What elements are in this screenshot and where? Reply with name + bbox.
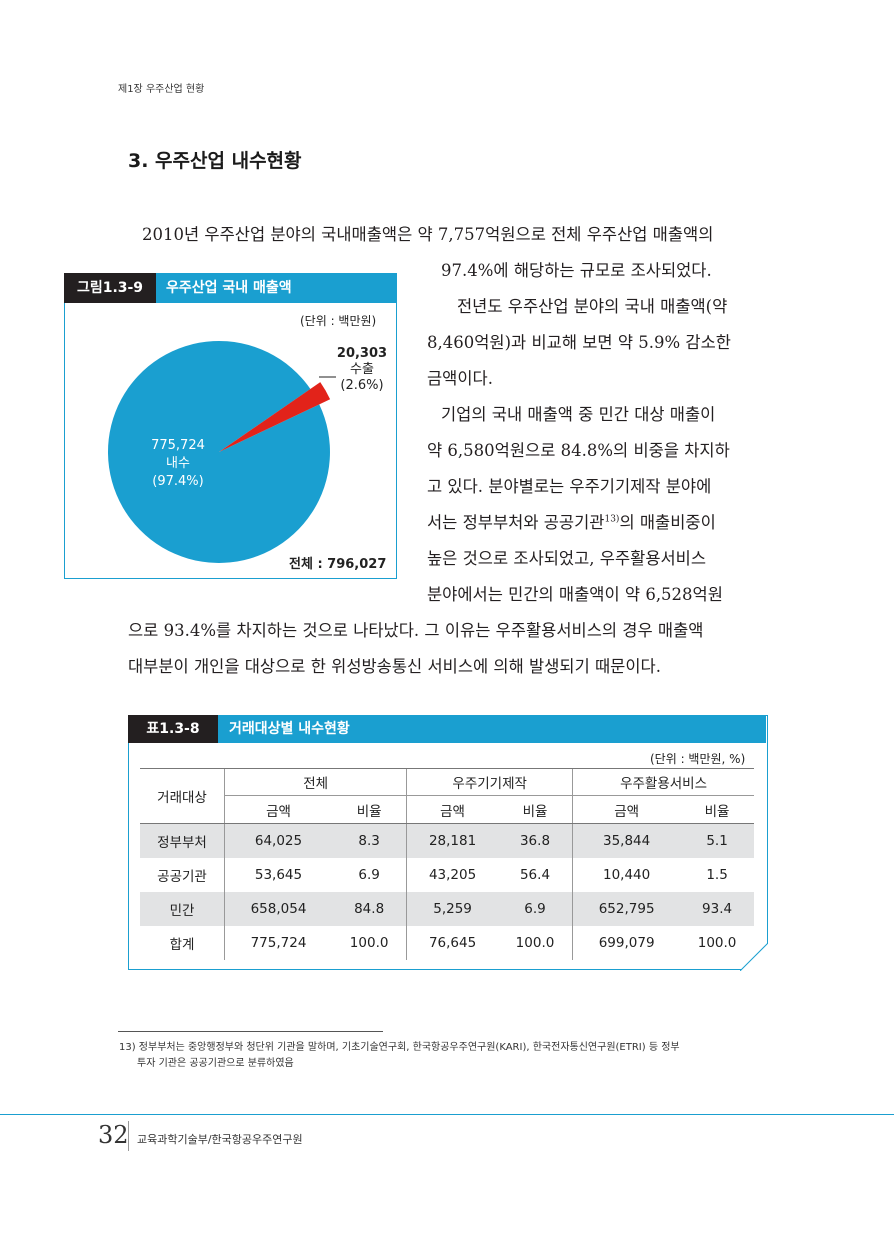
- table-group-header: 우주활용서비스: [572, 768, 754, 796]
- footnote-line: 투자 기관은 공공기관으로 분류하였음: [137, 1058, 294, 1069]
- footnote: 13) 정부부처는 중앙행정부와 청단위 기관을 말하며, 기초기술연구회, 한…: [119, 1040, 680, 1072]
- paragraph-line: 고 있다. 분야별로는 우주기기제작 분야에: [427, 477, 712, 496]
- export-label: 수출: [350, 362, 374, 377]
- table-row-label: 정부부처: [140, 823, 225, 858]
- export-value: 20,303: [336, 346, 388, 361]
- table-cell: 10,440: [572, 858, 681, 892]
- footer-rule: [0, 1114, 894, 1115]
- table-tag: 표1.3-8: [128, 715, 218, 743]
- paragraph-line: 금액이다.: [427, 369, 493, 388]
- paragraph-line: 으로 93.4%를 차지하는 것으로 나타났다. 그 이유는 우주활용서비스의 …: [128, 621, 704, 640]
- paragraph-line: 높은 것으로 조사되었고, 우주활용서비스: [427, 549, 707, 568]
- paragraph-line: 분야에서는 민간의 매출액이 약 6,528억원: [427, 585, 723, 604]
- pie-chart: [107, 340, 336, 563]
- footer-organization: 교육과학기술부/한국항공우주연구원: [137, 1133, 303, 1146]
- figure-unit: (단위 : 백만원): [300, 314, 377, 328]
- pie-slice-export: [219, 382, 331, 452]
- table-cell: 699,079: [572, 926, 681, 960]
- paragraph-line-with-footnote: 서는 정부부처와 공공기관13)의 매출비중이: [427, 505, 716, 541]
- paragraph-line: 약 6,580억원으로 84.8%의 비중을 차지하: [427, 441, 730, 460]
- table-cell: 84.8: [332, 892, 407, 926]
- table-row-label: 공공기관: [157, 869, 207, 885]
- table-cell: 100.0: [697, 935, 737, 951]
- table-sub-header: 비율: [332, 795, 407, 824]
- paragraph-text: 서는 정부부처와 공공기관: [427, 513, 605, 532]
- table-cell: 775,724: [224, 926, 333, 960]
- table-sub-header: 금액: [406, 795, 498, 824]
- table-row-label: 합계: [169, 937, 195, 953]
- table-cell: 100.0: [515, 935, 555, 951]
- domestic-value: 775,724: [151, 438, 205, 453]
- table-cell: 5,259: [406, 892, 498, 926]
- table-cell: 6.9: [358, 867, 380, 883]
- export-percent: (2.6%): [340, 378, 384, 393]
- paragraph-line: 97.4%에 해당하는 규모로 조사되었다.: [441, 261, 712, 280]
- table-cell: 76,645: [406, 926, 498, 960]
- table-cell: 53,645: [224, 858, 333, 892]
- paragraph-line: 전년도 우주산업 분야의 국내 매출액(약: [457, 297, 728, 316]
- table-row-label: 민간: [140, 892, 225, 926]
- table-corner-fold: [740, 943, 768, 971]
- footer-separator: [128, 1121, 129, 1151]
- paragraph-line: 8,460억원)과 비교해 보면 약 5.9% 감소한: [427, 333, 731, 352]
- table-sub-header: 비율: [497, 795, 573, 824]
- table-row: 민간 658,054 84.8 5,259 6.9 652,795 93.4: [140, 892, 754, 926]
- table-cell: 658,054: [224, 892, 333, 926]
- pie-label-export: 20,303 수출 (2.6%): [334, 346, 390, 394]
- section-title: 3. 우주산업 내수현황: [128, 150, 302, 172]
- table-title: 거래대상별 내수현황: [229, 721, 350, 737]
- domestic-label: 내수: [166, 456, 190, 471]
- running-head: 제1장 우주산업 현황: [118, 84, 205, 95]
- table-cell: 1.5: [706, 867, 728, 883]
- table-sub-header: 비율: [680, 795, 754, 824]
- table-cell: 6.9: [497, 892, 573, 926]
- footnote-ref[interactable]: 13): [604, 514, 620, 525]
- domestic-percent: (97.4%): [152, 474, 204, 489]
- table-row-total: 합계 775,724 100.0 76,645 100.0 699,079 10…: [140, 926, 754, 960]
- figure-total: 전체 : 796,027: [289, 557, 387, 572]
- table-cell: 100.0: [349, 935, 389, 951]
- page-number: 32: [98, 1121, 129, 1149]
- figure-tag: 그림1.3-9: [64, 273, 156, 303]
- table-row: 공공기관 53,645 6.9 43,205 56.4 10,440 1.5: [140, 858, 754, 892]
- table-sub-header: 금액: [224, 795, 333, 824]
- table-cell: 43,205: [406, 858, 498, 892]
- table-cell: 93.4: [680, 892, 754, 926]
- figure-title: 우주산업 국내 매출액: [166, 280, 292, 296]
- table-title-bar: [128, 715, 766, 743]
- table-cell: 28,181: [406, 823, 498, 858]
- paragraph-line: 기업의 국내 매출액 중 민간 대상 매출이: [441, 405, 716, 424]
- paragraph-line: 2010년 우주산업 분야의 국내매출액은 약 7,757억원으로 전체 우주산…: [142, 225, 714, 244]
- table-cell: 56.4: [519, 867, 551, 883]
- table-row-header: 거래대상: [140, 768, 225, 824]
- table-cell: 64,025: [224, 823, 333, 858]
- table-group-header: 전체: [223, 768, 407, 796]
- table-cell: 35,844: [572, 823, 681, 858]
- table-cell: 36.8: [497, 823, 573, 858]
- footnote-line: 13) 정부부처는 중앙행정부와 청단위 기관을 말하며, 기초기술연구회, 한…: [119, 1042, 680, 1053]
- table-cell: 5.1: [680, 823, 754, 858]
- table-row: 정부부처 64,025 8.3 28,181 36.8 35,844 5.1: [140, 823, 754, 858]
- paragraph-text: 의 매출비중이: [619, 513, 716, 532]
- table-sub-header: 금액: [572, 795, 681, 824]
- pie-label-domestic: 775,724 내수 (97.4%): [138, 437, 218, 491]
- footnote-divider: [118, 1031, 383, 1032]
- table-cell: 652,795: [572, 892, 681, 926]
- pie-slice-domestic: [107, 340, 330, 563]
- table-group-header: 우주기기제작: [406, 768, 573, 796]
- paragraph-line: 대부분이 개인을 대상으로 한 위성방송통신 서비스에 의해 발생되기 때문이다…: [128, 657, 661, 676]
- table-unit: (단위 : 백만원, %): [650, 752, 746, 766]
- table-cell: 8.3: [332, 823, 407, 858]
- domestic-sales-table: 거래대상 전체 우주기기제작 우주활용서비스 금액 비율 금액 비율 금액 비율…: [140, 768, 754, 960]
